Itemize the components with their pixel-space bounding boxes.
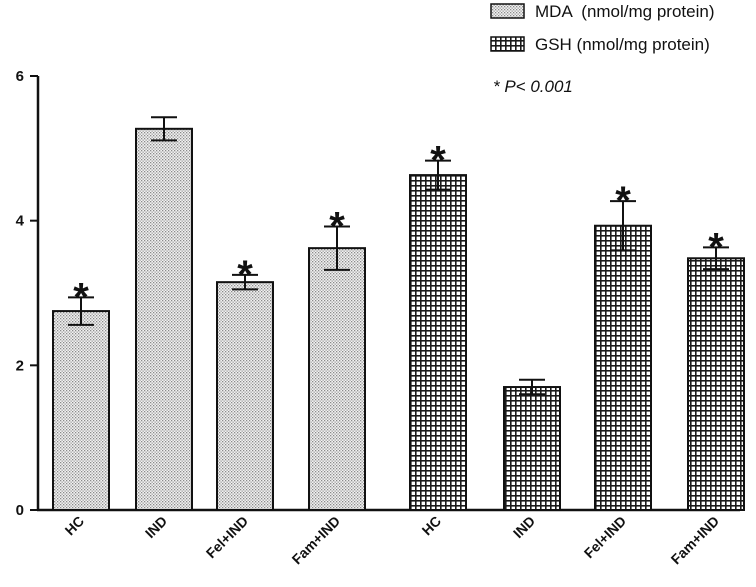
- category-label-gsh-fam-ind: Fam+IND: [668, 513, 723, 568]
- legend-item-mda: MDA (nmol/mg protein): [490, 2, 715, 21]
- y-tick-label-0: 0: [16, 502, 24, 519]
- error-bar-gsh-ind: [519, 378, 545, 396]
- legend-label-mda: MDA (nmol/mg protein): [535, 2, 715, 21]
- bar-mda-fel-ind: [216, 281, 274, 511]
- bars: [52, 127, 745, 512]
- category-label-gsh-hc: HC: [418, 513, 444, 539]
- bar-gsh-ind: [503, 386, 561, 511]
- significance-star-gsh-fel-ind: *: [615, 179, 631, 223]
- significance-stars: * * * * * *: [73, 139, 724, 320]
- category-label-mda-ind: IND: [142, 513, 170, 541]
- y-tick-label-6: 6: [16, 68, 24, 85]
- significance-star-mda-fel-ind: *: [237, 253, 253, 297]
- bar-gsh-fel-ind: [594, 224, 652, 511]
- error-bar-gsh-fam-ind: [703, 246, 729, 271]
- category-labels: HC IND Fel+IND Fam+IND HC IND Fel+IND Fam+IND: [61, 513, 722, 568]
- category-label-mda-fel-ind: Fel+IND: [203, 513, 251, 561]
- error-bar-mda-hc: [68, 296, 94, 326]
- legend-swatch-gsh: [490, 36, 525, 52]
- category-label-mda-hc: HC: [61, 513, 87, 539]
- bar-mda-fam-ind: [308, 247, 366, 512]
- legend-label-gsh: GSH (nmol/mg protein): [535, 35, 710, 54]
- error-bar-gsh-hc: [425, 159, 451, 191]
- category-label-gsh-fel-ind: Fel+IND: [581, 513, 629, 561]
- bar-mda-ind: [135, 127, 193, 511]
- y-tick-label-2: 2: [16, 357, 24, 374]
- error-bars: [68, 116, 729, 396]
- error-bar-mda-ind: [151, 116, 177, 142]
- error-bar-mda-fam-ind: [324, 225, 350, 271]
- legend: MDA (nmol/mg protein) GSH (nmol/mg prote…: [490, 2, 715, 54]
- bar-gsh-fam-ind: [687, 257, 745, 511]
- significance-star-mda-hc: *: [73, 275, 89, 319]
- category-label-mda-fam-ind: Fam+IND: [289, 513, 344, 568]
- y-ticks: 0 2 4 6: [16, 68, 38, 519]
- legend-item-gsh: GSH (nmol/mg protein): [490, 35, 710, 54]
- error-bar-gsh-fel-ind: [610, 200, 636, 252]
- significance-star-gsh-fam-ind: *: [708, 225, 724, 269]
- significance-annotation: * P< 0.001: [493, 77, 573, 96]
- error-bar-mda-fel-ind: [232, 273, 258, 291]
- significance-star-mda-fam-ind: *: [329, 204, 345, 248]
- legend-swatch-mda: [490, 3, 525, 19]
- y-tick-label-4: 4: [16, 213, 25, 230]
- category-label-gsh-ind: IND: [510, 513, 538, 541]
- bar-mda-hc: [52, 310, 110, 512]
- bar-gsh-hc: [409, 174, 467, 511]
- significance-star-gsh-hc: *: [430, 139, 446, 183]
